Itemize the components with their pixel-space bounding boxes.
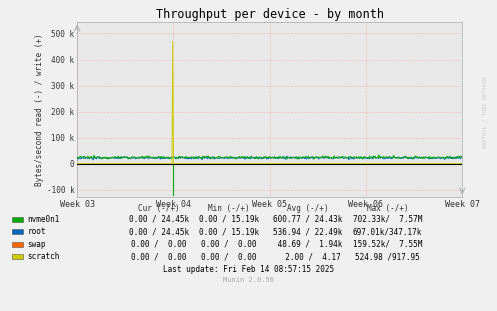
Text: 697.01k/347.17k: 697.01k/347.17k <box>353 227 422 236</box>
Text: Avg (-/+): Avg (-/+) <box>287 204 329 213</box>
Text: Cur (-/+): Cur (-/+) <box>138 204 180 213</box>
Text: Min (-/+): Min (-/+) <box>208 204 249 213</box>
Text: root: root <box>27 227 46 236</box>
Text: RRDTOOL / TOBI OETIKER: RRDTOOL / TOBI OETIKER <box>482 76 487 148</box>
Text: 2.00 /  4.17: 2.00 / 4.17 <box>276 252 340 261</box>
Text: swap: swap <box>27 240 46 248</box>
Text: 0.00 / 24.45k: 0.00 / 24.45k <box>129 227 189 236</box>
Text: 600.77 / 24.43k: 600.77 / 24.43k <box>273 215 343 224</box>
Text: nvme0n1: nvme0n1 <box>27 215 60 224</box>
Title: Throughput per device - by month: Throughput per device - by month <box>156 7 384 21</box>
Text: 0.00 / 24.45k: 0.00 / 24.45k <box>129 215 189 224</box>
Text: 0.00 / 15.19k: 0.00 / 15.19k <box>199 215 258 224</box>
Text: 0.00 /  0.00: 0.00 / 0.00 <box>201 240 256 248</box>
Text: 48.69 /  1.94k: 48.69 / 1.94k <box>273 240 343 248</box>
Text: Last update: Fri Feb 14 08:57:15 2025: Last update: Fri Feb 14 08:57:15 2025 <box>163 265 334 273</box>
Text: 536.94 / 22.49k: 536.94 / 22.49k <box>273 227 343 236</box>
Y-axis label: Bytes/second read (-) / write (+): Bytes/second read (-) / write (+) <box>35 33 44 186</box>
Text: 0.00 / 15.19k: 0.00 / 15.19k <box>199 227 258 236</box>
Text: Max (-/+): Max (-/+) <box>367 204 409 213</box>
Text: 0.00 /  0.00: 0.00 / 0.00 <box>131 240 187 248</box>
Text: scratch: scratch <box>27 252 60 261</box>
Text: 0.00 /  0.00: 0.00 / 0.00 <box>201 252 256 261</box>
Text: 702.33k/  7.57M: 702.33k/ 7.57M <box>353 215 422 224</box>
Text: 524.98 /917.95: 524.98 /917.95 <box>355 252 420 261</box>
Text: 0.00 /  0.00: 0.00 / 0.00 <box>131 252 187 261</box>
Text: 159.52k/  7.55M: 159.52k/ 7.55M <box>353 240 422 248</box>
Text: Munin 2.0.56: Munin 2.0.56 <box>223 277 274 283</box>
